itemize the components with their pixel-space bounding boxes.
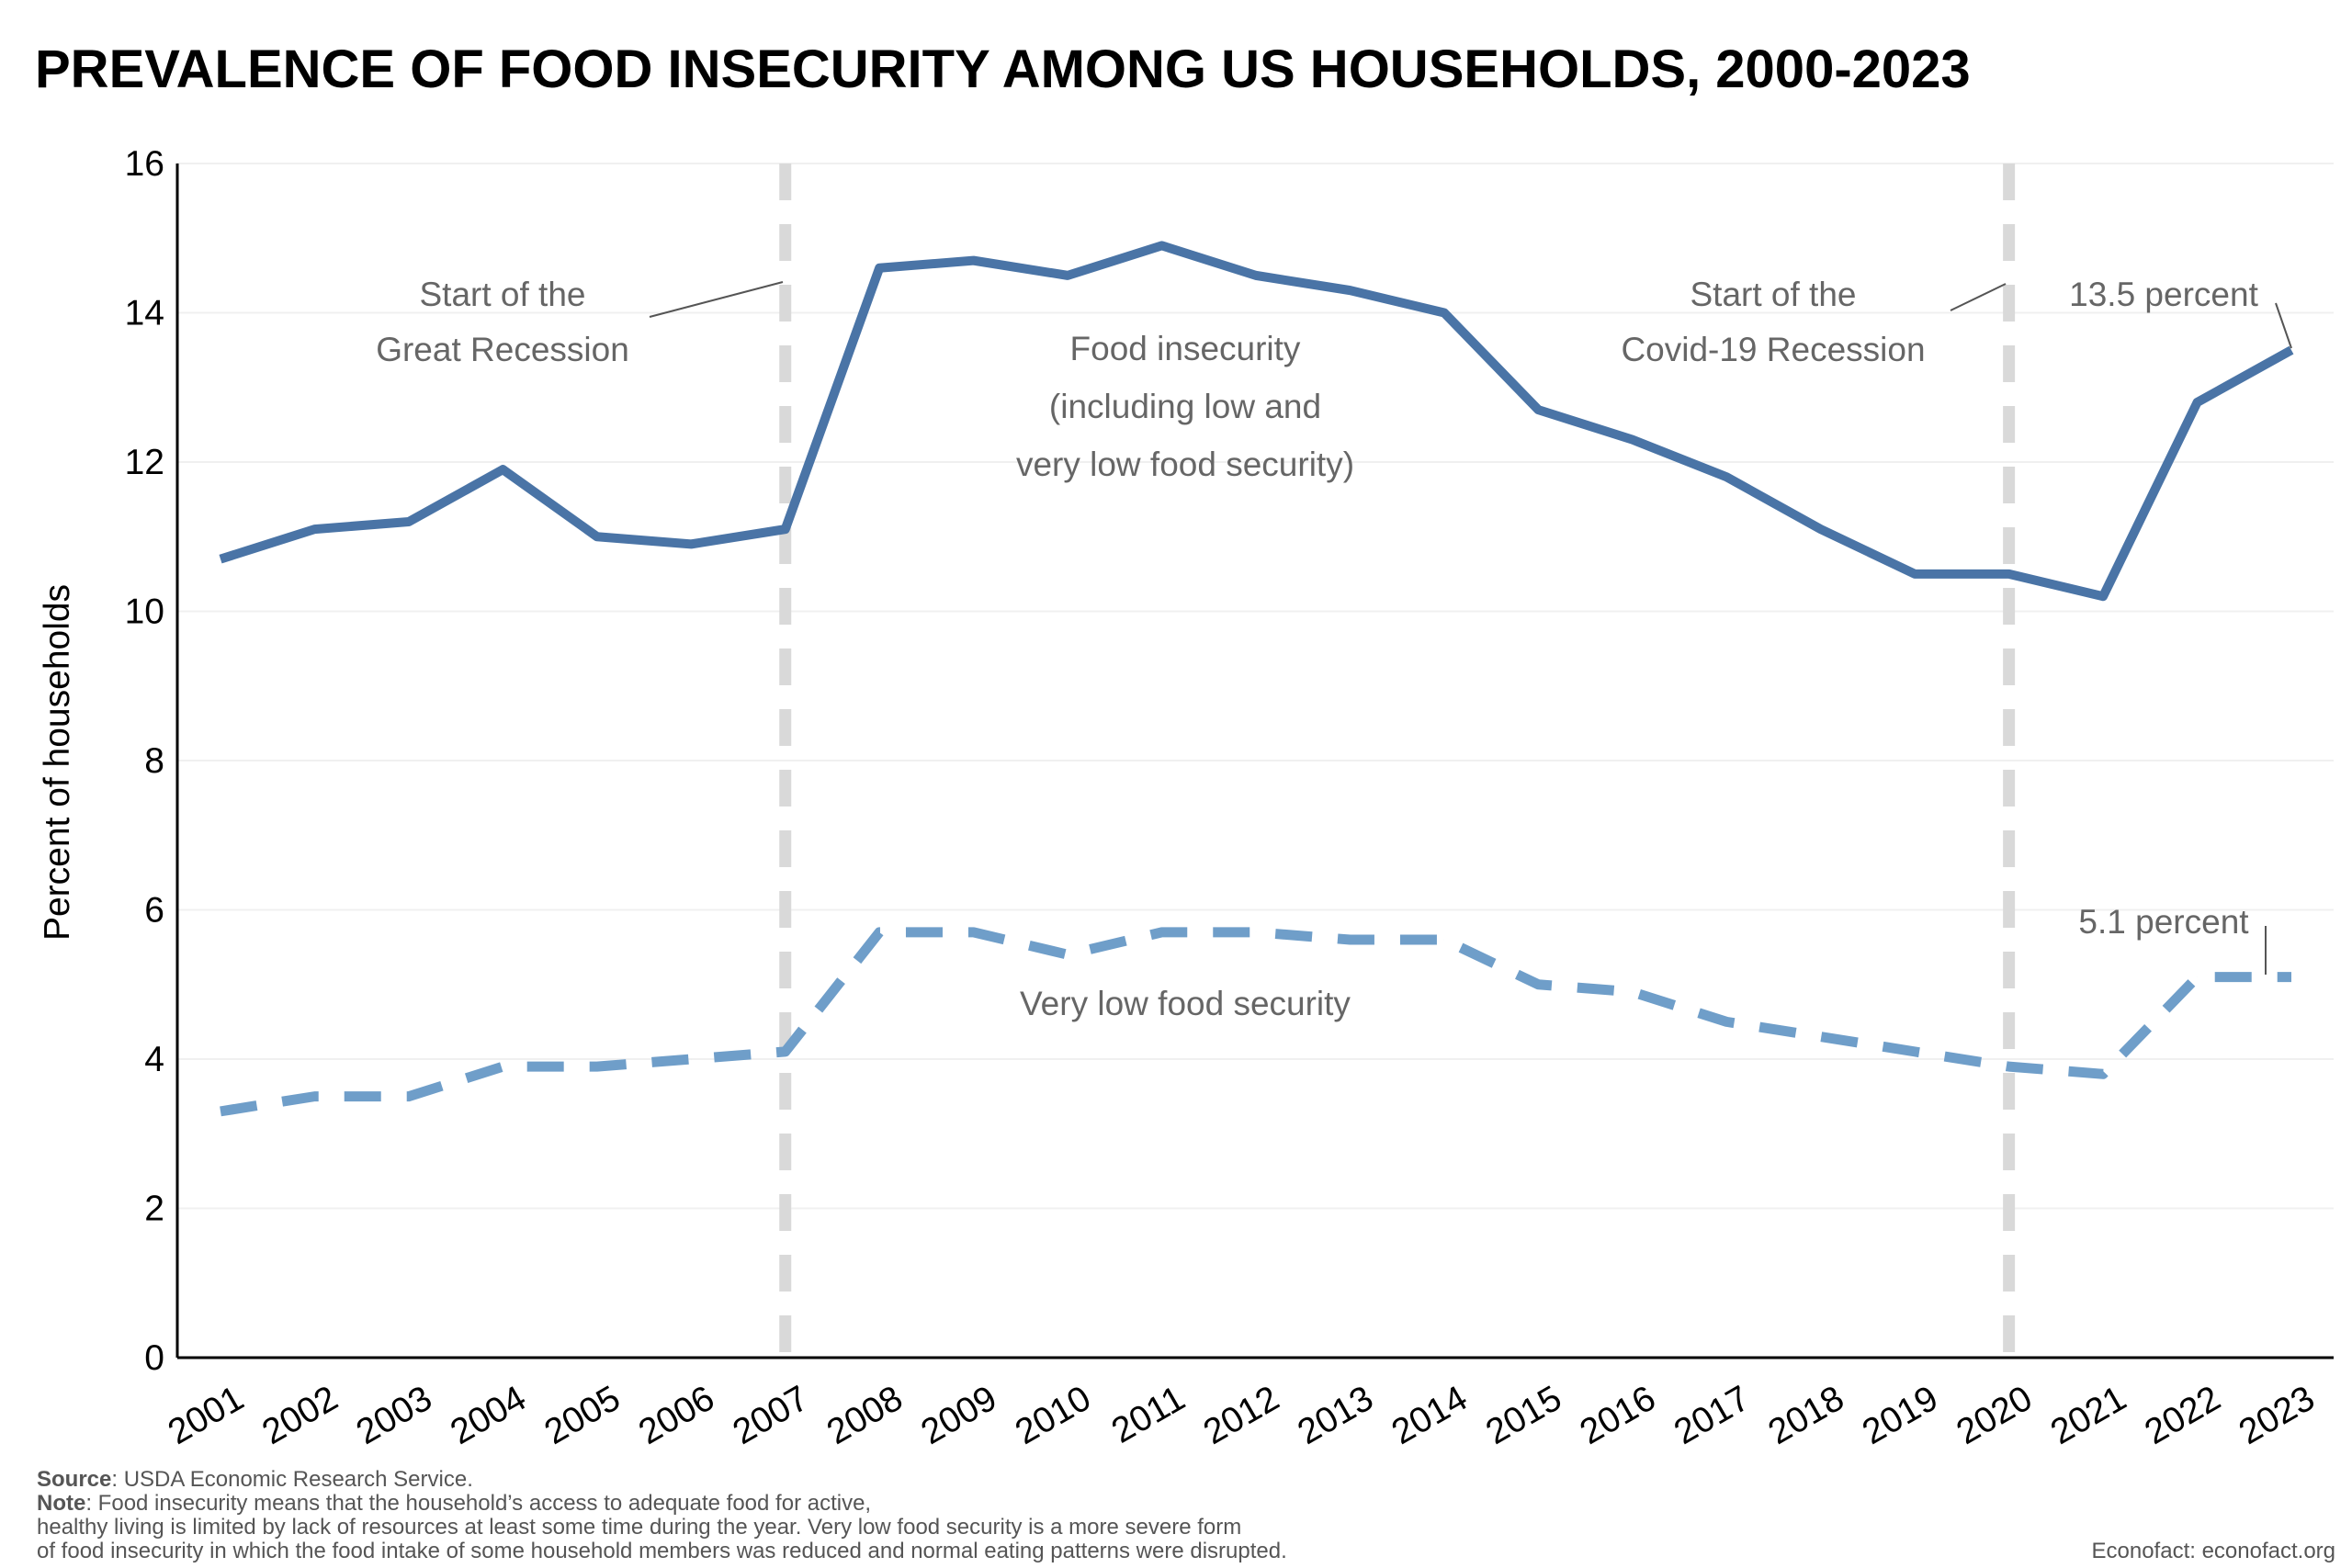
covid-recession-annotation: Start of the — [1690, 276, 1857, 313]
x-tick-label: 2018 — [1762, 1379, 1851, 1453]
source-text: : USDA Economic Research Service. — [111, 1467, 472, 1492]
note-line-3: of food insecurity in which the food int… — [37, 1539, 1287, 1563]
covid-recession-annotation: Covid-19 Recession — [1621, 331, 1925, 368]
x-tick-label: 2017 — [1668, 1379, 1757, 1453]
x-tick-label: 2019 — [1856, 1379, 1945, 1453]
y-tick-label: 6 — [144, 891, 164, 931]
series-lines — [219, 241, 2294, 1117]
x-tick-label: 2021 — [2044, 1379, 2133, 1453]
x-tick-label: 2001 — [162, 1379, 251, 1453]
chart-title: PREVALENCE OF FOOD INSECURITY AMONG US H… — [35, 39, 1971, 99]
x-tick-label: 2022 — [2138, 1379, 2227, 1453]
x-tick-label: 2007 — [727, 1379, 816, 1453]
y-tick-label: 10 — [125, 592, 164, 632]
y-axis-label: Percent of households — [38, 584, 77, 941]
end-label-very-low: 5.1 percent — [2078, 903, 2249, 941]
y-tick-label: 0 — [144, 1338, 164, 1378]
very-low-food-security-line — [220, 927, 2291, 1117]
y-tick-label: 2 — [144, 1190, 164, 1229]
x-tick-label: 2008 — [820, 1379, 910, 1453]
y-tick-label: 14 — [125, 294, 164, 333]
y-tick-label: 12 — [125, 443, 164, 482]
x-tick-label: 2002 — [255, 1379, 345, 1453]
annotations: Start of the Great Recession Start of the C… — [376, 276, 2292, 1022]
very-low-food-security-label: Very low food security — [1020, 985, 1351, 1022]
x-tick-label: 2011 — [1105, 1379, 1192, 1451]
y-tick-label: 16 — [125, 144, 164, 184]
svg-text:Note: Food insecurity means th: Note: Food insecurity means that the hou… — [37, 1491, 871, 1516]
credit: Econofact: econofact.org — [2092, 1539, 2336, 1563]
x-tick-label: 2010 — [1009, 1379, 1098, 1453]
food-insecurity-label: (including low and — [1049, 388, 1321, 425]
food-insecurity-label: very low food security) — [1016, 446, 1354, 483]
food-insecurity-label: Food insecurity — [1070, 330, 1301, 367]
covid-recession-leader — [1950, 283, 2007, 311]
x-tick-label: 2020 — [1950, 1379, 2039, 1453]
end-label-leader — [2275, 302, 2292, 349]
great-recession-annotation: Great Recession — [376, 331, 629, 368]
great-recession-leader — [649, 281, 784, 318]
x-tick-label: 2005 — [538, 1379, 628, 1453]
recession-lines — [779, 164, 2016, 1358]
x-tick-label: 2016 — [1574, 1379, 1663, 1453]
source-label: Source — [37, 1467, 111, 1492]
x-tick-label: 2009 — [914, 1379, 1003, 1453]
note-line-2: healthy living is limited by lack of res… — [37, 1515, 1241, 1540]
x-tick-label: 2015 — [1479, 1379, 1568, 1453]
end-label-food-insecurity: 13.5 percent — [2069, 276, 2258, 313]
x-tick-label: 2012 — [1197, 1379, 1286, 1453]
x-tick-label: 2003 — [350, 1379, 439, 1453]
x-tick-label: 2014 — [1385, 1379, 1475, 1453]
x-tick-label: 2004 — [444, 1379, 533, 1453]
x-tick-label: 2013 — [1291, 1379, 1380, 1453]
great-recession-annotation: Start of the — [420, 276, 586, 313]
x-tick-label: 2023 — [2233, 1379, 2322, 1453]
note-label: Note — [37, 1491, 85, 1516]
x-tick-label: 2006 — [632, 1379, 721, 1453]
svg-text:Source: USDA Economic Research: Source: USDA Economic Research Service. — [37, 1467, 473, 1492]
y-tick-label: 8 — [144, 741, 164, 781]
footer: Source: USDA Economic Research Service. … — [37, 1467, 2335, 1563]
note-line-1: : Food insecurity means that the househo… — [85, 1491, 871, 1516]
gridlines — [177, 163, 2334, 1210]
y-tick-label: 4 — [144, 1040, 164, 1079]
